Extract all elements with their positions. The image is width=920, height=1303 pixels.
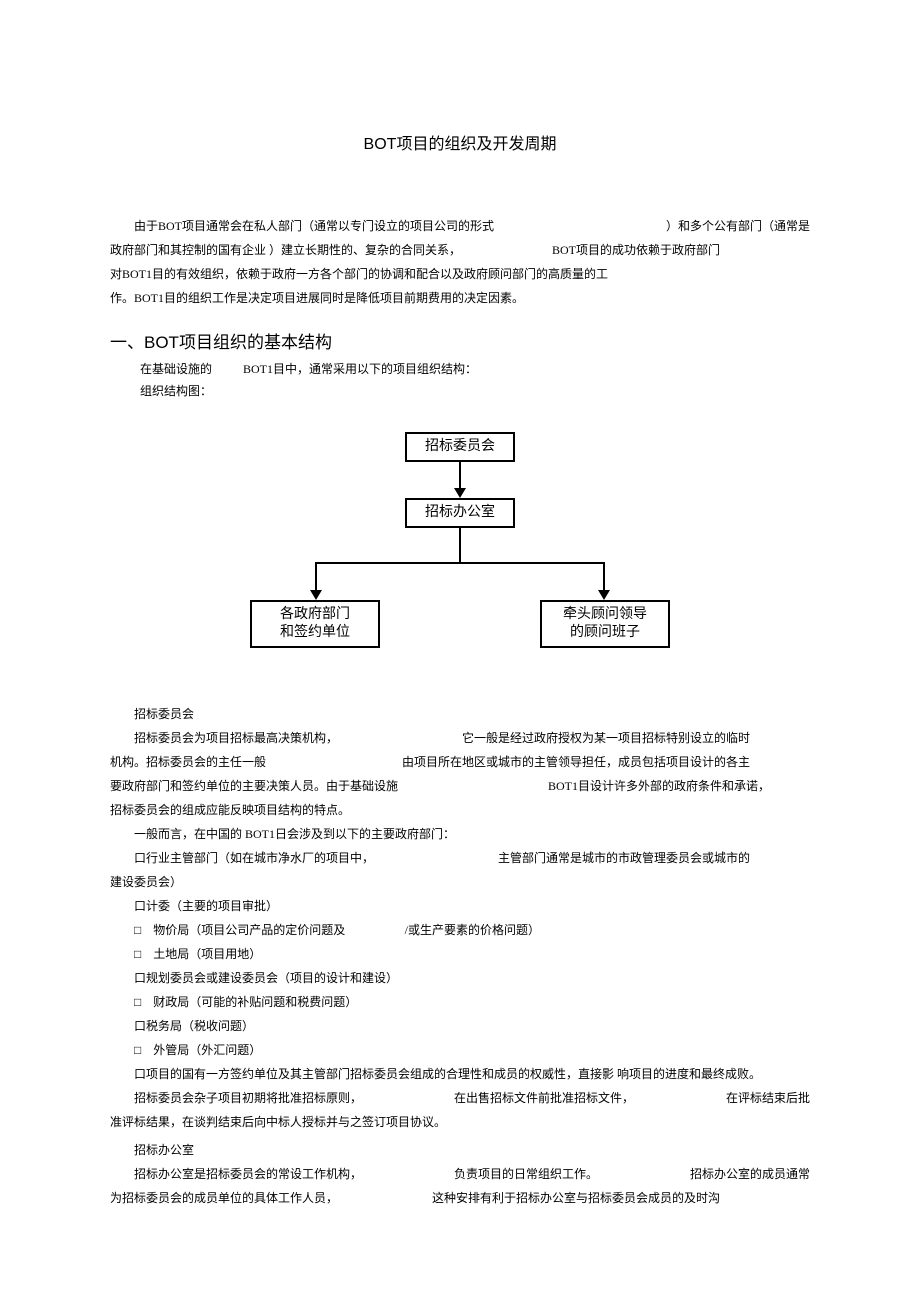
b10b: 负责项目的日常组织工作。 xyxy=(454,1162,598,1186)
b4a: 要政府部门和签约单位的主要决策人员。由于基础设施 xyxy=(110,774,398,798)
node-consultants: 牵头顾问领导 的顾问班子 xyxy=(540,600,670,648)
li6: □ 财政局（可能的补贴问题和税费问题） xyxy=(110,990,810,1014)
li1a: 口行业主管部门（如在城市净水厂的项目中， xyxy=(110,846,374,870)
intro-l3: 对BOT1目的有效组织，依赖于政府一方各个部门的协调和配合以及政府顾问部门的高质… xyxy=(110,262,810,286)
b2a: 招标委员会为项目招标最高决策机构， xyxy=(110,726,338,750)
body-text: 招标委员会 招标委员会为项目招标最高决策机构， 它一般是经过政府授权为某一项目招… xyxy=(110,702,810,1210)
b2b: 它一般是经过政府授权为某一项目招标特别设立的临时 xyxy=(462,726,810,750)
intro-l2a: 政府部门和其控制的国有企业 ）建立长期性的、复杂的合同关系， xyxy=(110,238,461,262)
node1-label: 招标委员会 xyxy=(425,438,495,456)
flowchart: 招标委员会 招标办公室 各政府部门 和签约单位 xyxy=(240,432,680,682)
b7a: 招标委员会杂子项目初期将批准招标原则， xyxy=(110,1086,362,1110)
li1b: 主管部门通常是城市的市政管理委员会或城市的 xyxy=(498,846,810,870)
b10c: 招标办公室的成员通常 xyxy=(690,1162,810,1186)
b11b: 这种安排有利于招标办公室与招标委员会成员的及时沟 xyxy=(432,1186,810,1210)
b3b: 由项目所在地区或城市的主管领导担任，成员包括项目设计的各主 xyxy=(402,750,810,774)
node4a-label: 牵头顾问领导 xyxy=(563,606,647,624)
node-gov-depts: 各政府部门 和签约单位 xyxy=(250,600,380,648)
org-chart: 招标委员会 招标办公室 各政府部门 和签约单位 xyxy=(110,432,810,682)
b10a: 招标办公室是招标委员会的常设工作机构， xyxy=(110,1162,362,1186)
li2: 口计委（主要的项目审批） xyxy=(110,894,810,918)
intro-l1a: 由于BOT项目通常会在私人部门（通常以专门设立的项目公司的形式 xyxy=(110,214,494,238)
node4b-label: 的顾问班子 xyxy=(570,624,640,642)
b7b: 在出售招标文件前批准招标文件， xyxy=(454,1086,634,1110)
s1-sub3: 组织结构图： xyxy=(140,381,810,403)
s1-sub1: 在基础设施的 xyxy=(140,359,240,381)
s1-sub2: BOT1目中，通常采用以下的项目组织结构： xyxy=(243,359,477,381)
arrow-left xyxy=(310,590,322,600)
li8: □ 外管局（外汇问题） xyxy=(110,1038,810,1062)
intro-l1b: ）和多个公有部门（通常是 xyxy=(666,214,810,238)
li4: □ 土地局（项目用地） xyxy=(110,942,810,966)
node3a-label: 各政府部门 xyxy=(280,606,350,624)
document-page: BOT项目的组织及开发周期 由于BOT项目通常会在私人部门（通常以专门设立的项目… xyxy=(0,0,920,1303)
b1: 招标委员会 xyxy=(110,702,810,726)
node3b-label: 和签约单位 xyxy=(280,624,350,642)
b9: 招标办公室 xyxy=(110,1138,810,1162)
li1c: 建设委员会） xyxy=(110,870,810,894)
b7c: 在评标结束后批 xyxy=(726,1086,810,1110)
line-horizontal xyxy=(315,562,605,564)
node-tender-committee: 招标委员会 xyxy=(405,432,515,462)
li5: 口规划委员会或建设委员会（项目的设计和建设） xyxy=(110,966,810,990)
node-tender-office: 招标办公室 xyxy=(405,498,515,528)
li9: 口项目的国有一方签约单位及其主管部门招标委员会组成的合理性和成员的权威性，直接影… xyxy=(110,1062,810,1086)
line-2-split xyxy=(459,528,461,562)
arrow-right xyxy=(598,590,610,600)
b6: 一般而言，在中国的 BOT1日会涉及到以下的主要政府部门： xyxy=(110,822,810,846)
b11a: 为招标委员会的成员单位的具体工作人员， xyxy=(110,1186,338,1210)
intro-l4: 作。BOT1目的组织工作是决定项目进展同时是降低项目前期费用的决定因素。 xyxy=(110,286,810,310)
arrow-1-2 xyxy=(454,488,466,498)
b8: 准评标结果，在谈判结束后向中标人授标并与之签订项目协议。 xyxy=(110,1110,810,1134)
intro-l2b: BOT项目的成功依赖于政府部门 xyxy=(552,238,810,262)
intro-paragraph: 由于BOT项目通常会在私人部门（通常以专门设立的项目公司的形式 ）和多个公有部门… xyxy=(110,214,810,310)
section1-heading: 一、BOT项目组织的基本结构 xyxy=(110,328,810,353)
page-title: BOT项目的组织及开发周期 xyxy=(110,130,810,154)
section1-intro: 在基础设施的 BOT1目中，通常采用以下的项目组织结构： 组织结构图： xyxy=(110,359,810,402)
line-left-down xyxy=(315,562,317,592)
node2-label: 招标办公室 xyxy=(425,504,495,522)
b4b: BOT1目设计许多外部的政府条件和承诺， xyxy=(548,774,810,798)
line-right-down xyxy=(603,562,605,592)
li3b: /或生产要素的价格问题） xyxy=(405,918,810,942)
b3a: 机构。招标委员会的主任一般 xyxy=(110,750,266,774)
b5: 招标委员会的组成应能反映项目结构的特点。 xyxy=(110,798,810,822)
line-1-2 xyxy=(459,462,461,490)
li7: 口税务局（税收问题） xyxy=(110,1014,810,1038)
li3a: □ 物价局（项目公司产品的定价问题及 xyxy=(110,918,345,942)
